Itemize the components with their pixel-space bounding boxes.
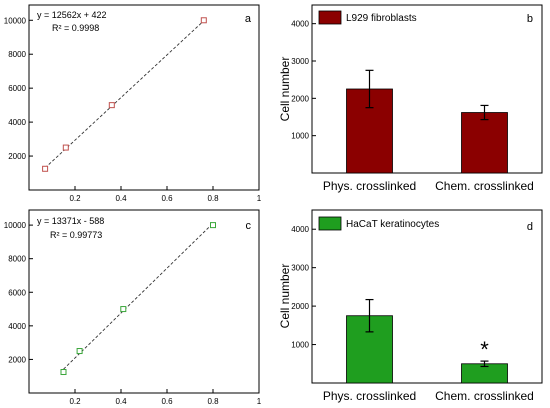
y-tick-label: 2000	[8, 152, 26, 161]
y-tick-label: 10000	[4, 16, 27, 25]
panel-a-scatter: a y = 12562x + 422 R² = 0.9998 2000 4000 6…	[4, 4, 262, 203]
r-squared: R² = 0.9998	[52, 23, 99, 33]
data-point	[62, 144, 69, 151]
y-tick-label: 2000	[8, 355, 26, 364]
y-tick-label: 6000	[8, 288, 26, 297]
y-tick-label: 4000	[8, 322, 26, 331]
panel-c-scatter: c y = 13371x - 588 R² = 0.99773 2000 4000…	[4, 209, 262, 406]
x-tick-label: 0.8	[207, 397, 219, 406]
x-tick-label: 0.2	[69, 194, 81, 203]
category-label: Phys. crosslinked	[323, 179, 416, 193]
y-tick-label: 3000	[291, 264, 309, 273]
y-tick-label: 6000	[8, 84, 26, 93]
y-tick-label: 1000	[291, 341, 309, 350]
category-label: Phys. crosslinked	[323, 389, 416, 403]
data-point	[42, 165, 49, 172]
legend-label: HaCaT keratinocytes	[346, 219, 439, 230]
plot-frame	[28, 4, 260, 191]
plot-frame	[28, 209, 260, 394]
y-tick-label: 2000	[291, 94, 309, 103]
panel-b-bar: b L929 fibroblasts Cell number 1000 2000 3…	[278, 4, 543, 193]
data-point	[200, 17, 207, 24]
fit-equation: y = 13371x - 588	[37, 216, 104, 226]
panel-letter: a	[245, 13, 252, 25]
y-axis-label: Cell number	[278, 57, 292, 122]
fit-line	[44, 20, 205, 169]
y-tick-label: 3000	[291, 57, 309, 66]
y-tick-label: 10000	[4, 221, 27, 230]
panel-d-bar: d HaCaT keratinocytes Cell number 1000 20…	[278, 209, 543, 403]
legend-swatch	[318, 10, 342, 25]
panel-letter: b	[527, 13, 533, 25]
x-tick-label: 0.4	[115, 397, 127, 406]
panel-letter: d	[527, 221, 533, 233]
y-tick-label: 2000	[291, 302, 309, 311]
x-tick-label: 0.4	[115, 194, 127, 203]
fit-equation: y = 12562x + 422	[37, 10, 107, 20]
y-tick-label: 8000	[8, 255, 26, 264]
data-point	[210, 222, 216, 229]
data-point	[120, 306, 127, 313]
data-point	[108, 102, 115, 109]
y-tick-label: 4000	[8, 118, 26, 127]
legend-swatch	[318, 216, 342, 231]
y-tick-label: 4000	[291, 20, 309, 29]
x-tick-label: 1	[257, 397, 262, 406]
y-axis-label: Cell number	[278, 264, 292, 329]
data-point	[60, 369, 67, 376]
data-point	[76, 348, 83, 355]
category-label: Chem. crosslinked	[435, 389, 534, 403]
plot-frame	[311, 209, 543, 384]
x-tick-label: 0.2	[69, 397, 81, 406]
bar	[461, 112, 508, 174]
legend-label: L929 fibroblasts	[346, 13, 417, 24]
x-tick-label: 0.6	[161, 397, 173, 406]
significance-marker: *	[480, 337, 489, 362]
x-tick-label: 1	[257, 194, 262, 203]
x-tick-label: 0.8	[207, 194, 219, 203]
y-tick-label: 1000	[291, 132, 309, 141]
x-tick-label: 0.6	[161, 194, 173, 203]
category-label: Chem. crosslinked	[435, 179, 534, 193]
y-tick-label: 8000	[8, 50, 26, 59]
y-tick-label: 4000	[291, 225, 309, 234]
panel-letter: c	[246, 220, 252, 232]
r-squared: R² = 0.99773	[50, 230, 102, 240]
fit-line	[63, 222, 214, 370]
plot-frame	[311, 4, 543, 174]
